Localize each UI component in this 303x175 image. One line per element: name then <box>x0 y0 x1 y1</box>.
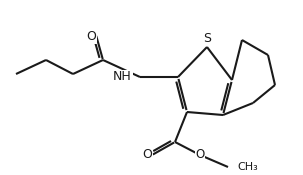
Text: CH₃: CH₃ <box>237 162 258 172</box>
Text: O: O <box>86 30 96 44</box>
Text: S: S <box>203 32 211 44</box>
Text: O: O <box>195 149 205 162</box>
Text: NH: NH <box>113 71 132 83</box>
Text: O: O <box>142 149 152 162</box>
